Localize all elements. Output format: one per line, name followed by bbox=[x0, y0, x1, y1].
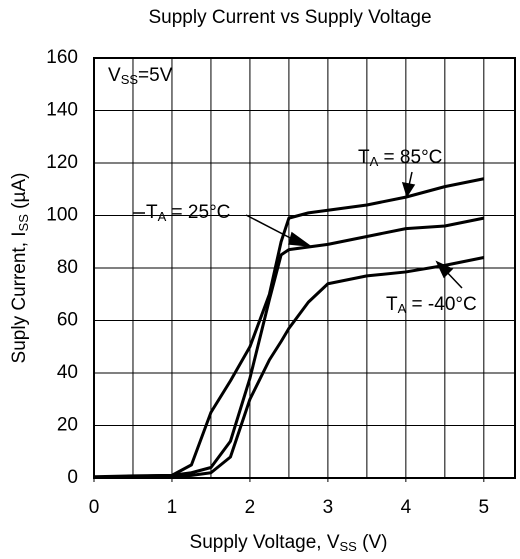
x-tick-label: 1 bbox=[167, 497, 178, 518]
annotation-part: SS bbox=[121, 72, 139, 87]
series-line bbox=[93, 256, 485, 479]
y-axis-label-part: SS bbox=[16, 214, 31, 232]
annotation-arrows bbox=[133, 171, 463, 289]
series-line bbox=[93, 177, 485, 479]
x-tick-label: 2 bbox=[245, 497, 256, 518]
x-axis-label: Supply Voltage, VSS (V) bbox=[190, 532, 388, 554]
annotation: TA = -40°C bbox=[386, 294, 477, 316]
y-tick-label: 80 bbox=[57, 257, 78, 278]
annotation-part: = 25°C bbox=[166, 202, 230, 223]
annotation-part: A bbox=[158, 209, 167, 224]
plot-frame bbox=[93, 57, 516, 479]
arrowhead bbox=[401, 182, 416, 198]
y-tick-label: 140 bbox=[46, 100, 78, 121]
annotation-part: = -40°C bbox=[406, 294, 476, 315]
y-tick-label: 100 bbox=[46, 205, 78, 226]
x-axis-label-part: (V) bbox=[357, 532, 388, 553]
x-axis-label-part: Supply Voltage, V bbox=[190, 532, 340, 553]
y-axis-label: Suply Current, ISS (µA) bbox=[9, 173, 31, 364]
y-tick-label: 0 bbox=[67, 467, 78, 488]
x-tick-label: 4 bbox=[401, 497, 412, 518]
annotation-part: V bbox=[108, 65, 121, 86]
series-line bbox=[93, 216, 485, 479]
y-axis-label-part: Suply Current, I bbox=[9, 231, 30, 363]
annotation-part: =5V bbox=[138, 65, 173, 86]
x-axis-label-part: SS bbox=[340, 539, 358, 554]
annotation: VSS=5V bbox=[108, 65, 173, 87]
arrowhead bbox=[435, 260, 454, 279]
x-tick-label: 5 bbox=[479, 497, 490, 518]
y-axis-label-part: (µA) bbox=[9, 173, 30, 215]
annotation: TA = 25°C bbox=[146, 202, 230, 224]
x-tick-label: 3 bbox=[323, 497, 334, 518]
y-tick-label: 120 bbox=[46, 152, 78, 173]
y-tick-label: 60 bbox=[57, 310, 78, 331]
x-tick-label: 0 bbox=[89, 497, 100, 518]
y-tick-label: 20 bbox=[57, 415, 78, 436]
annotation-part: A bbox=[370, 154, 379, 169]
annotation-part: T bbox=[358, 147, 370, 168]
chart-title: Supply Current vs Supply Voltage bbox=[148, 7, 431, 28]
y-tick-label: 40 bbox=[57, 362, 78, 383]
annotation-part: T bbox=[386, 294, 398, 315]
annotation-part: A bbox=[398, 301, 407, 316]
annotation-part: T bbox=[146, 202, 158, 223]
annotation: TA = 85°C bbox=[358, 147, 442, 169]
arrowhead bbox=[288, 231, 313, 248]
annotation-part: = 85°C bbox=[378, 147, 442, 168]
y-tick-label: 160 bbox=[46, 47, 78, 68]
